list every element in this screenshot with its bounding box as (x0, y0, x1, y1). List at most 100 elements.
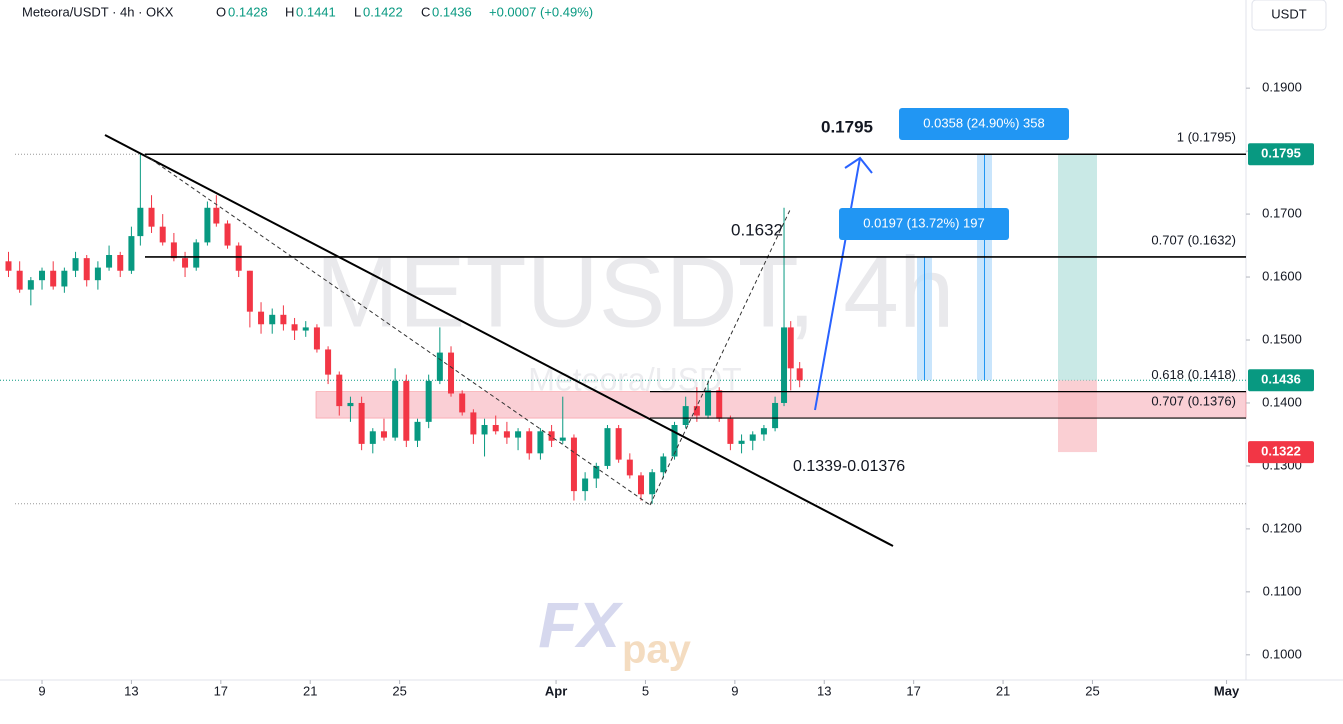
logo-pay: pay (622, 628, 692, 672)
candle-body (27, 280, 34, 290)
candle-body (258, 311, 265, 325)
candle-body (224, 223, 231, 246)
candle-body (50, 270, 57, 287)
candle-body (280, 314, 287, 325)
candle-body (705, 390, 712, 416)
candle-body (738, 440, 745, 444)
price-annotation: 0.1795 (821, 118, 873, 137)
candle-body (716, 390, 723, 419)
y-tick-label: 0.1700 (1262, 206, 1302, 221)
x-tick-label: Apr (545, 683, 567, 698)
y-tick-label: 0.1400 (1262, 394, 1302, 409)
c-label: C (421, 4, 430, 19)
candle-body (5, 261, 12, 271)
o-value: 0.1428 (228, 4, 268, 19)
candle-body (481, 425, 488, 435)
dashed-line (144, 154, 651, 506)
x-tick-label: 13 (817, 683, 831, 698)
candle-body (660, 456, 667, 473)
candle-body (503, 431, 510, 438)
price-tag (1248, 369, 1314, 392)
y-tick-label: 0.1900 (1262, 80, 1302, 95)
x-tick-label: 9 (731, 683, 738, 698)
candle-body (593, 465, 600, 479)
candle-body (148, 207, 155, 227)
candle-body (749, 434, 756, 441)
candle-body (213, 207, 220, 224)
x-tick-label: 17 (214, 683, 228, 698)
support-zone (315, 391, 1247, 419)
candle-body (559, 437, 566, 441)
candle-body (72, 258, 79, 271)
candle-body (302, 327, 309, 331)
measure-box (899, 108, 1069, 140)
l-label: L (354, 4, 361, 19)
currency-button[interactable] (1251, 0, 1327, 31)
stop-box (1058, 380, 1097, 453)
candle-body (369, 431, 376, 444)
candle-body (515, 431, 522, 438)
candle-body (204, 207, 211, 243)
fib-label: 0.707 (0.1632) (1151, 232, 1236, 247)
price-tag (1248, 143, 1314, 166)
candle-body (470, 412, 477, 435)
measure-label: 0.0358 (24.90%) 358 (923, 115, 1044, 130)
candle-body (781, 327, 788, 403)
x-tick-label: May (1214, 683, 1240, 698)
measure-box (839, 208, 1009, 240)
candle-body (39, 270, 46, 281)
candle-body (128, 236, 135, 271)
x-tick-label: 25 (392, 683, 406, 698)
grid (0, 153, 1246, 505)
candle-body (626, 459, 633, 476)
fib-label: 0.618 (0.1418) (1151, 367, 1236, 382)
candle-body (414, 421, 421, 441)
candle-body (117, 255, 124, 271)
price-tag-label: 0.1436 (1261, 372, 1301, 387)
candle-body (787, 327, 794, 369)
candle-body (347, 402, 354, 407)
candle-body (358, 402, 365, 444)
y-tick-label: 0.1500 (1262, 331, 1302, 346)
x-tick-label: 21 (996, 683, 1010, 698)
logo-fx: FX (538, 589, 623, 661)
candle-body (548, 431, 555, 441)
o-label: O (216, 4, 226, 19)
candle-body (637, 475, 644, 495)
candle-body (537, 431, 544, 454)
price-tag-label: 0.1795 (1261, 146, 1301, 161)
x-tick-label: 25 (1085, 683, 1099, 698)
candle-body (83, 258, 90, 281)
candle-body (582, 478, 589, 492)
candle-body (291, 324, 298, 331)
h-label: H (285, 4, 294, 19)
header: Meteora/USDT · 4h · OKX O 0.1428 H 0.144… (22, 0, 1327, 31)
x-tick-label: 21 (303, 683, 317, 698)
candle-body (325, 349, 332, 375)
candle-body (796, 368, 803, 381)
candle-body (61, 270, 68, 287)
price-annotation: 0.1632 (731, 220, 783, 239)
candle-body (772, 402, 779, 429)
l-value: 0.1422 (363, 4, 403, 19)
candle-body (760, 428, 767, 435)
y-tick-label: 0.1000 (1262, 646, 1302, 661)
candle-body (137, 207, 144, 237)
axes: 0.19000.18000.17000.16000.15000.14000.13… (38, 80, 1314, 698)
price-tag (1248, 441, 1314, 464)
x-tick-label: 13 (124, 683, 138, 698)
h-value: 0.1441 (296, 4, 336, 19)
candle-body (193, 242, 200, 268)
currency[interactable]: USDT (1271, 6, 1306, 21)
candle-body (425, 380, 432, 422)
fib-label: 1 (0.1795) (1177, 130, 1236, 145)
candle-body (492, 425, 499, 432)
candle-body (459, 393, 466, 413)
watermark: METUSDT, 4h Meteora/USDT FX pay (315, 236, 954, 671)
candle-body (182, 258, 189, 268)
candle-body (682, 406, 689, 425)
y-tick-label: 0.1600 (1262, 268, 1302, 283)
zone-note: 0.1339-0.01376 (793, 458, 905, 475)
candle-body (313, 327, 320, 350)
